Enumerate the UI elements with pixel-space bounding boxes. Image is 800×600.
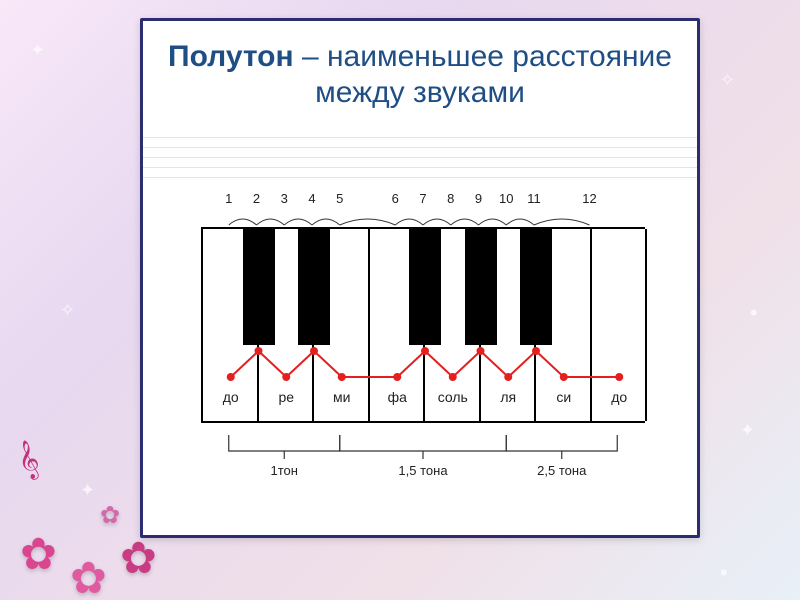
note-label: соль xyxy=(425,389,481,405)
semitone-number: 3 xyxy=(281,191,288,206)
music-swirl-decor: 𝄞 xyxy=(12,439,43,482)
note-label: до xyxy=(592,389,648,405)
flower-decor: ✿ xyxy=(100,501,120,530)
title-bold: Полутон xyxy=(168,40,294,73)
flower-decor: ✿ xyxy=(70,553,107,600)
black-key xyxy=(243,229,275,345)
semitone-number: 6 xyxy=(392,191,399,206)
black-key xyxy=(520,229,552,345)
semitone-number: 11 xyxy=(527,191,541,206)
semitone-number: 10 xyxy=(499,191,513,206)
semitone-number: 12 xyxy=(582,191,596,206)
main-card: Полутон – наименьшее расстояние между зв… xyxy=(140,18,700,538)
keyboard-diagram: 123456789101112 доремифасольлясидо 1тон1… xyxy=(201,191,645,491)
semitone-number: 5 xyxy=(336,191,343,206)
semitone-numbers: 123456789101112 xyxy=(201,191,645,213)
note-label: фа xyxy=(370,389,426,405)
semitone-arcs xyxy=(201,213,645,227)
semitone-number: 4 xyxy=(308,191,315,206)
semitone-number: 1 xyxy=(225,191,232,206)
piano-keys: доремифасольлясидо xyxy=(201,227,645,423)
note-label: до xyxy=(203,389,259,405)
semitone-number: 9 xyxy=(475,191,482,206)
title-rest: – наименьшее расстояние между звуками xyxy=(294,40,672,109)
black-key xyxy=(298,229,330,345)
tone-brackets: 1тон1,5 тона2,5 тона xyxy=(201,431,645,491)
semitone-number: 2 xyxy=(253,191,260,206)
black-key xyxy=(409,229,441,345)
note-label: ми xyxy=(314,389,370,405)
black-key xyxy=(465,229,497,345)
semitone-number: 7 xyxy=(419,191,426,206)
note-label: си xyxy=(536,389,592,405)
music-staff-background xyxy=(143,129,697,189)
flower-decor: ✿ xyxy=(20,529,57,580)
note-label: ля xyxy=(481,389,537,405)
title: Полутон – наименьшее расстояние между зв… xyxy=(143,21,697,123)
flower-decor: ✿ xyxy=(120,533,157,584)
note-label: ре xyxy=(259,389,315,405)
semitone-number: 8 xyxy=(447,191,454,206)
